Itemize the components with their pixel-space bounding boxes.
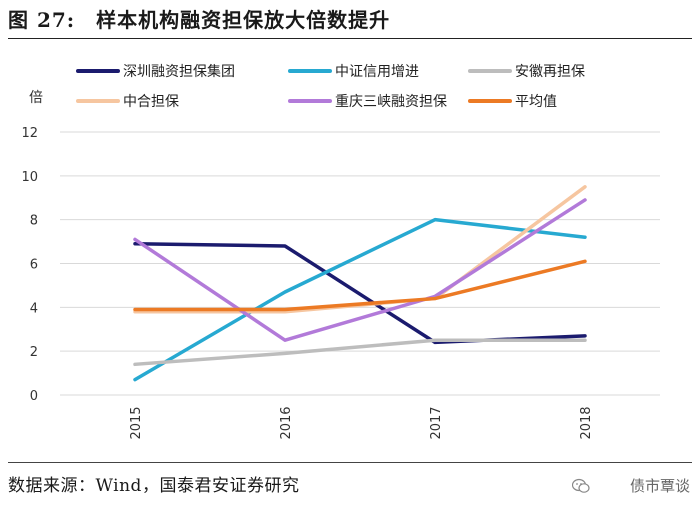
y-tick-label: 0 [30,389,38,404]
legend-label: 平均值 [515,94,557,110]
x-tick-label: 2016 [279,406,294,439]
y-tick-label: 4 [30,301,38,316]
source-divider [8,462,692,463]
watermark-label: 债市覃谈 [629,477,690,495]
y-axis-ticks: 0 2 4 6 8 10 12 [21,126,38,404]
y-tick-label: 12 [21,126,38,141]
chart-gridlines [60,131,660,396]
title-divider [8,38,692,39]
figure-title: 图 27: 样本机构融资担保放大倍数提升 [8,8,391,32]
x-tick-label: 2017 [429,406,444,439]
series-line-2 [133,338,587,367]
legend-label: 深圳融资担保集团 [123,63,235,80]
legend-label: 中合担保 [123,94,179,110]
legend-label: 重庆三峡融资担保 [335,94,447,110]
y-tick-label: 8 [30,214,38,229]
y-tick-label: 10 [21,170,38,185]
y-tick-label: 2 [30,345,38,360]
series-line-4 [133,198,587,342]
legend-label: 中证信用增进 [335,64,419,80]
series-line-1 [133,217,587,382]
legend-label: 安徽再担保 [515,64,585,80]
x-tick-label: 2018 [579,406,594,439]
source-note: 数据来源：Wind，国泰君安证券研究 [8,476,300,496]
series-line-0 [133,242,587,345]
y-axis-unit-label: 倍 [29,90,43,106]
x-axis-ticks: 2015 2016 2017 2018 [129,406,594,439]
chart-series [133,185,587,382]
wechat-icon [572,478,590,493]
series-line-5 [133,259,587,312]
y-tick-label: 6 [30,258,38,273]
x-tick-label: 2015 [129,406,144,439]
